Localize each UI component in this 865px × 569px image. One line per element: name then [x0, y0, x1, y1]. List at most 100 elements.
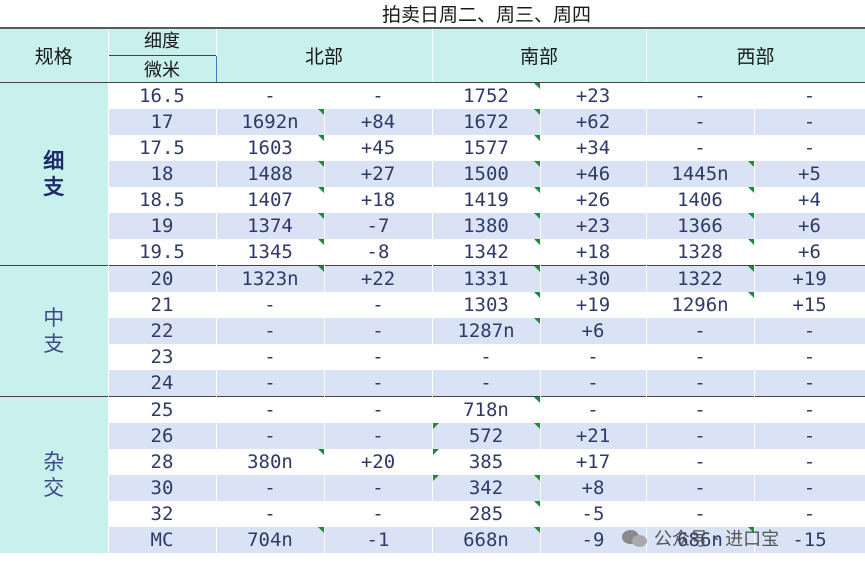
south-change-text: +23: [575, 85, 611, 107]
west-price: -: [645, 135, 755, 161]
south-price-text: 1287n: [457, 320, 515, 342]
north-change-text: +27: [360, 163, 396, 185]
south-price: 1342: [431, 239, 541, 266]
west-change-text: -: [803, 85, 816, 107]
table-row: 杂交 25 - - 718n - - -: [0, 396, 865, 553]
north-change: +45: [324, 135, 433, 161]
west-change-text: +4: [798, 189, 821, 211]
west-change-text: +6: [798, 241, 821, 263]
west-price-text: -: [694, 477, 706, 499]
north-price-text: 1488: [247, 163, 293, 185]
west-price: 686n: [645, 527, 755, 553]
group-label: 细支: [0, 82, 109, 266]
west-change: +5: [754, 161, 865, 187]
north-change-text: -: [372, 503, 384, 525]
north-change: -8: [324, 239, 433, 266]
group-label: 杂交: [0, 396, 109, 553]
north-price: 1374: [215, 213, 325, 239]
comment-marker-icon: [533, 109, 539, 115]
north-change: +84: [324, 109, 433, 135]
west-price: -: [645, 423, 755, 449]
north-price: -: [215, 82, 325, 109]
west-change-text: -: [803, 137, 816, 159]
micron-value: 17.5: [108, 135, 217, 161]
comment-marker-icon: [533, 161, 539, 167]
comment-marker-icon: [533, 292, 539, 298]
comment-marker-icon: [317, 187, 323, 193]
micron-value: 23: [108, 344, 217, 370]
north-price: 1603: [215, 135, 325, 161]
west-change: -: [754, 449, 865, 475]
comment-marker-icon: [317, 266, 323, 272]
west-price-text: -: [694, 137, 706, 159]
fineness-header: 细度: [108, 27, 217, 56]
watermark-text: 公众号 · 进口宝: [654, 529, 780, 550]
south-change-text: +19: [575, 294, 611, 316]
south-price-text: -: [480, 372, 492, 394]
north-change-text: +45: [360, 137, 396, 159]
north-price: -: [215, 423, 325, 449]
west-change: +6: [754, 239, 865, 266]
micron-value: 28: [108, 449, 217, 475]
west-change-text: -: [803, 346, 816, 368]
north-price-text: -: [264, 399, 276, 421]
west-change-text: +15: [792, 294, 827, 316]
south-price: 1500: [431, 161, 541, 187]
west-change-text: -: [803, 477, 816, 499]
north-price-text: -: [264, 346, 276, 368]
south-price: 718n: [431, 396, 541, 423]
west-price-text: -: [694, 346, 706, 368]
south-change-text: +46: [575, 163, 611, 185]
comment-marker-icon: [317, 239, 323, 245]
west-price-text: 1328: [677, 241, 723, 263]
west-price-text: 1322: [677, 268, 723, 290]
south-change: -5: [540, 501, 647, 527]
west-change-text: -: [803, 425, 816, 447]
west-change-text: -: [803, 399, 816, 421]
west-change: -: [754, 82, 865, 109]
west-price: -: [645, 449, 755, 475]
west-price: -: [645, 475, 755, 501]
north-price: -: [215, 475, 325, 501]
north-price: -: [215, 501, 325, 527]
table-row: 18.5 1407 +18 1419 +26 1406 +4: [0, 187, 865, 213]
north-price: -: [215, 318, 325, 344]
table-row: 中支 20 1323n +22 1331 +30 1322 +19: [0, 265, 865, 397]
south-change-text: +17: [575, 451, 611, 473]
south-change-text: +26: [575, 189, 611, 211]
page-title: 拍卖日周二、周三、周四: [381, 4, 591, 26]
region-header-south: 南部: [431, 27, 647, 83]
west-change: -: [754, 109, 865, 135]
micron-value: 18.5: [108, 187, 217, 213]
north-change-text: -: [372, 399, 384, 421]
north-change-text: -1: [366, 529, 390, 551]
north-price: 1488: [215, 161, 325, 187]
north-price: -: [215, 344, 325, 370]
south-price: 285: [431, 501, 541, 527]
north-change: -: [324, 370, 433, 397]
south-price: -: [431, 344, 541, 370]
comment-marker-icon: [317, 213, 323, 219]
west-price: -: [645, 344, 755, 370]
table-row: 细支 16.5 - - 1752 +23 - -: [0, 82, 865, 266]
table-row: 19 1374 -7 1380 +23 1366 +6: [0, 213, 865, 239]
south-price-text: 668n: [463, 529, 509, 551]
region-header-west: 西部: [645, 27, 865, 83]
north-price-text: -: [264, 477, 276, 499]
west-change-text: -: [803, 451, 816, 473]
south-price-text: 1331: [463, 268, 509, 290]
south-change-text: -: [587, 372, 599, 394]
north-price-text: 1345: [247, 241, 293, 263]
south-change: +21: [540, 423, 647, 449]
north-change-text: +84: [360, 111, 396, 133]
south-price: 1672: [431, 109, 541, 135]
micron-value: 25: [108, 396, 217, 423]
west-change-text: -15: [792, 529, 827, 551]
north-change-text: -8: [366, 241, 390, 263]
south-price-text: 1672: [463, 111, 509, 133]
south-change-text: +18: [575, 241, 611, 263]
north-price-text: 1603: [247, 137, 293, 159]
west-change: +15: [754, 292, 865, 318]
west-price: 1322: [645, 265, 755, 292]
comment-marker-icon: [533, 397, 539, 403]
